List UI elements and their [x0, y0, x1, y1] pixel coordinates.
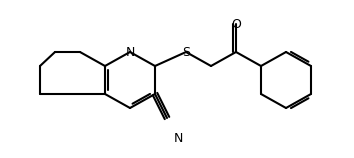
Text: O: O [231, 18, 241, 30]
Text: N: N [173, 131, 183, 145]
Text: N: N [125, 46, 135, 58]
Text: S: S [182, 46, 190, 58]
